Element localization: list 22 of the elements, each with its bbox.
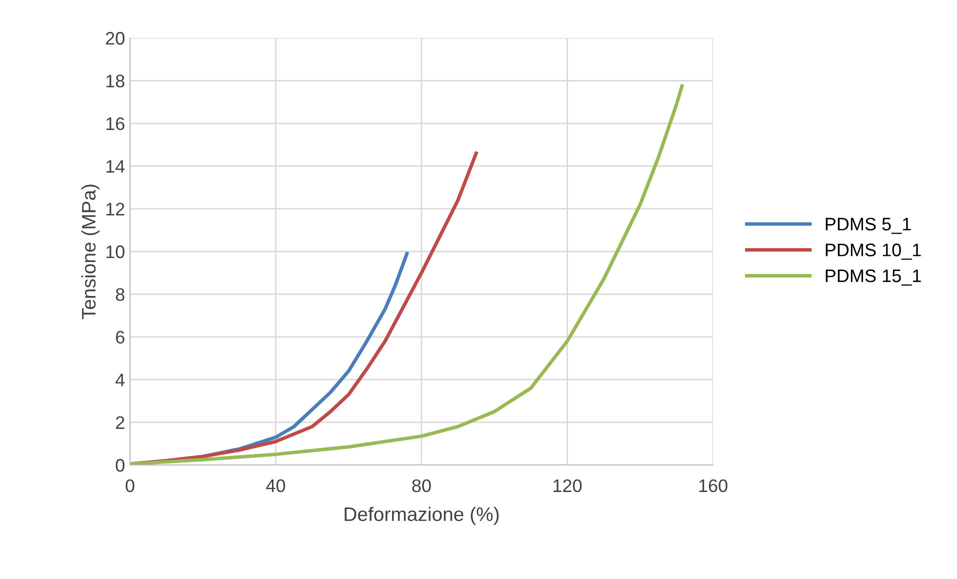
legend-label: PDMS 15_1 <box>826 269 921 286</box>
x-tick-label: 80 <box>412 479 431 492</box>
y-tick-label: 20 <box>106 32 124 45</box>
y-tick-label: 6 <box>116 330 124 344</box>
x-tick-label: 160 <box>699 479 728 492</box>
x-tick-label: 120 <box>554 479 582 492</box>
y-tick-label: 4 <box>116 374 125 386</box>
legend-label: PDMS 10_1 <box>826 244 921 260</box>
y-tick-label: 18 <box>106 74 124 88</box>
y-tick-label: 14 <box>106 160 125 173</box>
y-tick-label: 12 <box>106 202 124 216</box>
x-tick-label: 40 <box>266 479 286 492</box>
x-axis-title: Deformazione (%) <box>344 506 499 525</box>
y-tick-label: 2 <box>116 416 124 429</box>
line-series <box>130 84 684 465</box>
y-axis-title: Tensione (MPa) <box>81 184 100 320</box>
y-tick-label: 0 <box>116 458 124 472</box>
x-tick-label: 0 <box>126 479 134 492</box>
y-tick-label: 10 <box>106 245 124 258</box>
y-tick-label: 16 <box>106 117 124 130</box>
legend-label: PDMS 5_1 <box>826 218 911 234</box>
y-tick-label: 8 <box>116 288 124 301</box>
